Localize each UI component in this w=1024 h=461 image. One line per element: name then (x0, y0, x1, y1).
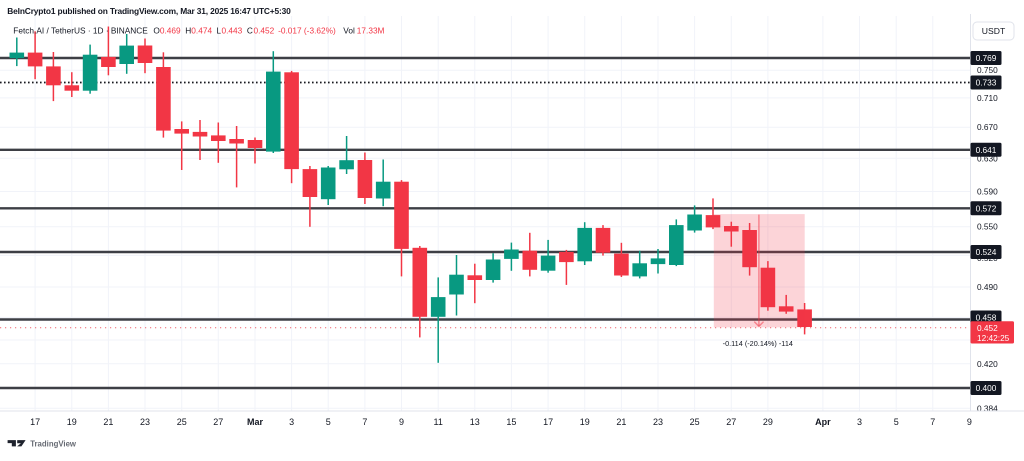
svg-text:7: 7 (362, 417, 367, 427)
svg-text:0.452: 0.452 (977, 323, 998, 333)
svg-text:USDT: USDT (982, 26, 1006, 36)
svg-text:19: 19 (580, 417, 590, 427)
svg-text:19: 19 (67, 417, 77, 427)
svg-text:0.443: 0.443 (222, 25, 243, 35)
svg-text:0.524: 0.524 (976, 247, 997, 257)
svg-text:29: 29 (763, 417, 773, 427)
svg-text:3: 3 (857, 417, 862, 427)
svg-text:TradingView: TradingView (30, 439, 77, 448)
svg-text:7: 7 (930, 417, 935, 427)
svg-text:0.733: 0.733 (976, 78, 997, 88)
svg-text:21: 21 (616, 417, 626, 427)
svg-text:0.572: 0.572 (976, 203, 997, 213)
svg-text:0.400: 0.400 (976, 383, 997, 393)
svg-text:11: 11 (434, 417, 443, 427)
svg-text:27: 27 (726, 417, 736, 427)
svg-text:-0.017 (-3.62%): -0.017 (-3.62%) (278, 25, 336, 35)
svg-text:0.474: 0.474 (191, 25, 212, 35)
svg-text:0.670: 0.670 (977, 122, 998, 132)
svg-text:Mar: Mar (247, 417, 264, 427)
svg-text:0.469: 0.469 (160, 25, 181, 35)
svg-text:9: 9 (399, 417, 404, 427)
svg-text:-0.114 (-20.14%) -114: -0.114 (-20.14%) -114 (723, 339, 793, 348)
svg-text:0.641: 0.641 (976, 145, 997, 155)
svg-text:Fetch.AI / TetherUS · 1D · BIN: Fetch.AI / TetherUS · 1D · BINANCE (13, 25, 148, 35)
svg-text:Vol: Vol (343, 25, 355, 35)
svg-text:0.769: 0.769 (976, 53, 997, 63)
svg-text:25: 25 (690, 417, 700, 427)
svg-text:12:42:25: 12:42:25 (977, 333, 1010, 343)
svg-text:0.420: 0.420 (977, 359, 998, 369)
svg-text:BeInCrypto1 published on Tradi: BeInCrypto1 published on TradingView.com… (7, 6, 291, 16)
svg-text:17.33M: 17.33M (357, 25, 385, 35)
svg-text:9: 9 (967, 417, 972, 427)
svg-text:H: H (185, 25, 191, 35)
svg-text:5: 5 (326, 417, 331, 427)
svg-text:21: 21 (103, 417, 113, 427)
svg-text:23: 23 (140, 417, 150, 427)
svg-text:3: 3 (289, 417, 294, 427)
svg-text:13: 13 (470, 417, 480, 427)
svg-text:15: 15 (506, 417, 516, 427)
svg-text:27: 27 (213, 417, 223, 427)
svg-text:0.452: 0.452 (254, 25, 275, 35)
svg-text:0.710: 0.710 (977, 93, 998, 103)
svg-text:0.750: 0.750 (977, 65, 998, 75)
svg-text:0.458: 0.458 (976, 313, 997, 323)
svg-text:0.590: 0.590 (977, 187, 998, 197)
svg-text:5: 5 (894, 417, 899, 427)
svg-text:C: C (247, 25, 253, 35)
svg-text:0.490: 0.490 (977, 282, 998, 292)
svg-text:23: 23 (653, 417, 663, 427)
svg-text:0.550: 0.550 (977, 222, 998, 232)
svg-text:0.384: 0.384 (977, 403, 998, 413)
svg-text:17: 17 (30, 417, 40, 427)
svg-text:17: 17 (543, 417, 553, 427)
svg-text:25: 25 (177, 417, 187, 427)
svg-text:Apr: Apr (815, 417, 831, 427)
